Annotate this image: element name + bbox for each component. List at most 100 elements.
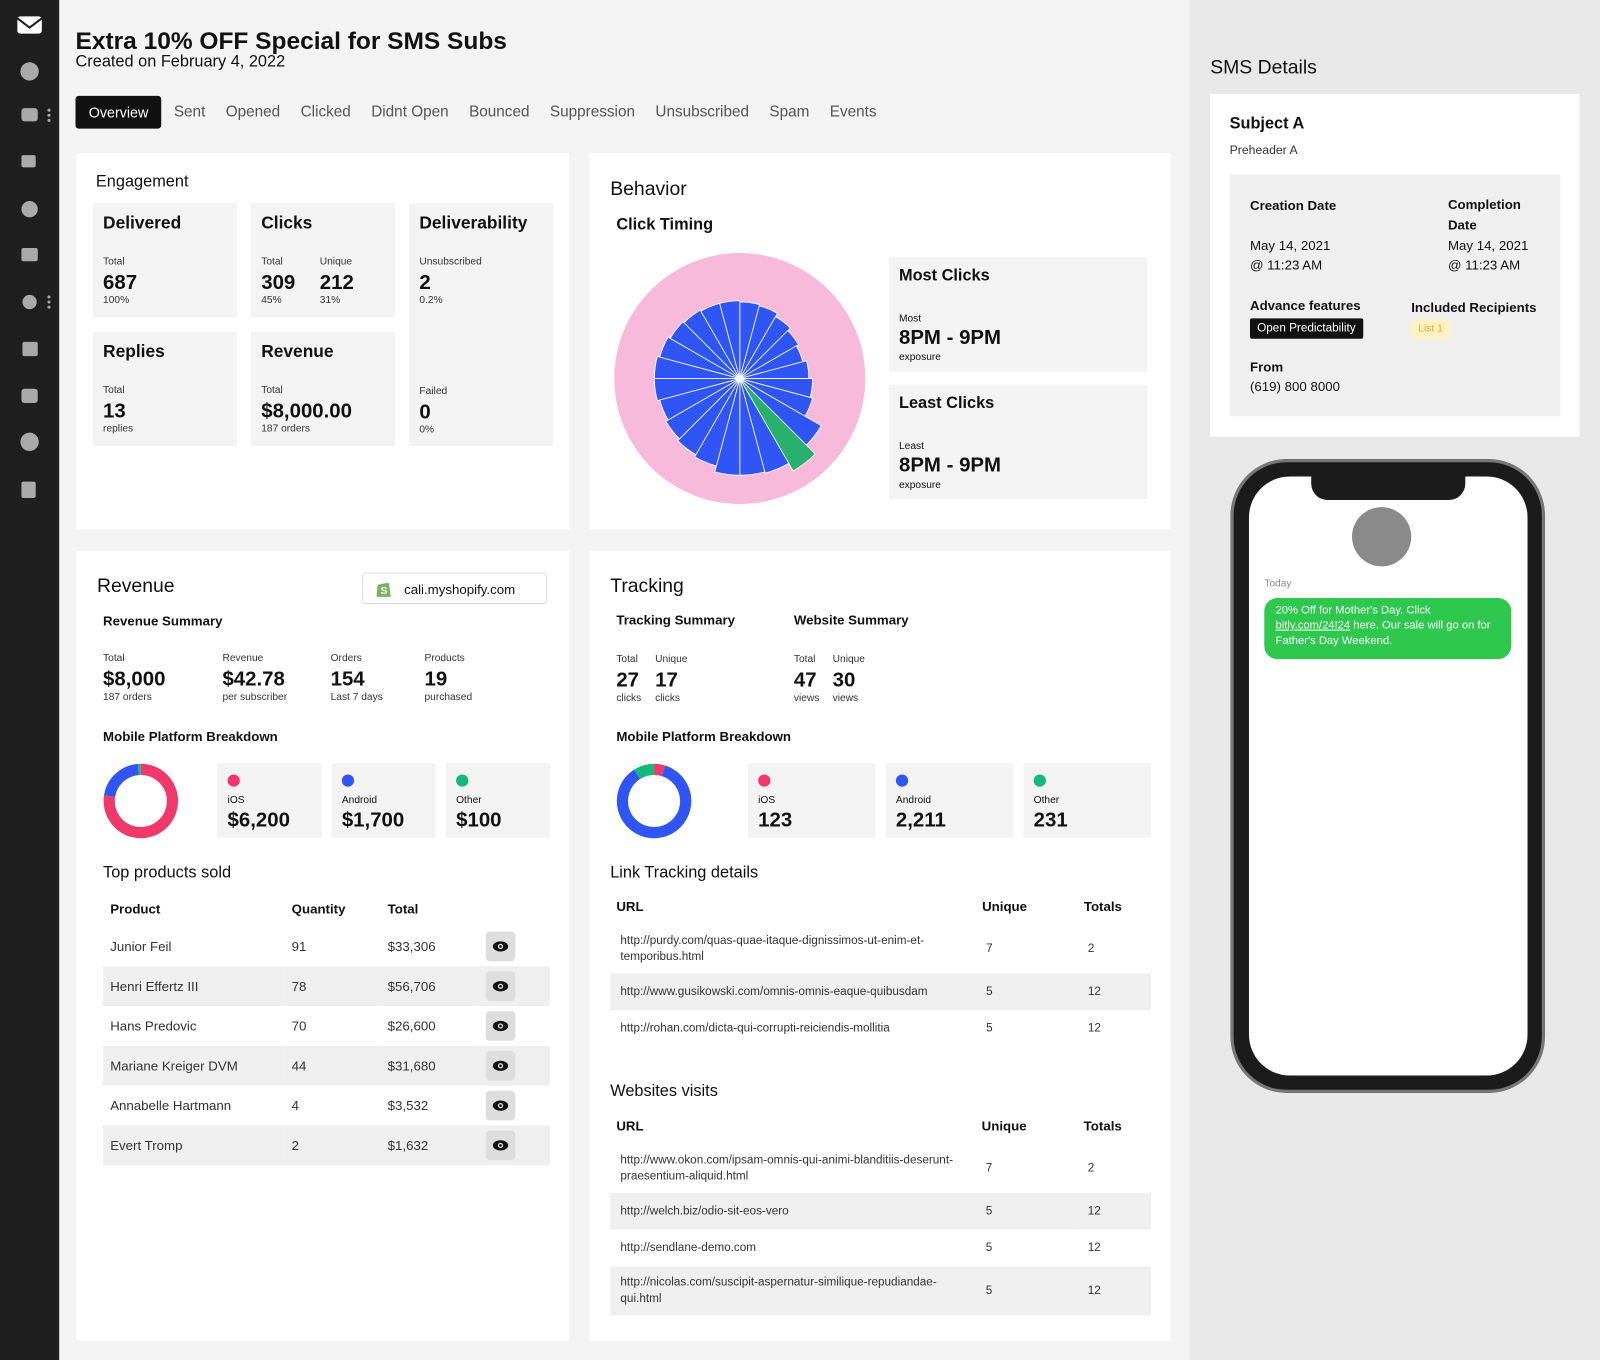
store-badge[interactable]: S cali.myshopify.com: [362, 572, 547, 605]
donut-segment: [653, 763, 666, 777]
stat-label: Unique: [319, 256, 353, 268]
table-row: http://purdy.com/quas-quae-itaque-dignis…: [610, 924, 1151, 973]
stat: Total 309 45%: [261, 256, 295, 306]
tab[interactable]: Clicked: [300, 103, 351, 121]
behavior-panel: Behavior Click Timing Most Clicks Most 8PM…: [589, 153, 1171, 530]
info-value: May 14, 2021: [1447, 237, 1529, 254]
subsection-title: Revenue Summary: [103, 613, 223, 629]
column-header: Quantity: [291, 900, 346, 916]
info-label: From: [1249, 359, 1284, 375]
column-header: URL: [616, 1117, 644, 1134]
page-subtitle: Created on February 4, 2022: [75, 53, 286, 71]
summary-group: Tracking Summary Total 27 clicks Unique 17 cli…: [616, 612, 735, 704]
info-label: Creation Date: [1249, 197, 1337, 214]
tab[interactable]: Bounced: [469, 103, 530, 121]
tab[interactable]: Spam: [769, 103, 810, 121]
legend-dot: [758, 774, 771, 787]
polar-wedge: [719, 300, 741, 379]
info-value: (619) 800 8000: [1249, 378, 1340, 394]
subject: Subject A: [1229, 115, 1305, 133]
metric-card: Clicks Total 309 45% Unique 212 31%: [251, 203, 395, 318]
section-title: Behavior: [610, 178, 687, 200]
tab[interactable]: Opened: [225, 103, 281, 121]
tab[interactable]: Sent: [173, 103, 206, 121]
stat: Total $8,000.00 187 orders: [261, 385, 352, 435]
message-link[interactable]: bitly.com/24!24: [1275, 619, 1351, 632]
table-cell: 12: [1077, 1266, 1152, 1316]
data-table: URL Unique Totals http://www.okon.com/ipsam…: [610, 1107, 1152, 1316]
table-cell: 4: [291, 1097, 300, 1114]
table-cell-action: [478, 1045, 550, 1086]
table-row: Mariane Kreiger DVM 44 $31,680: [103, 1045, 550, 1086]
table-cell-action: [478, 927, 550, 967]
table-cell: Annabelle Hartmann: [110, 1097, 232, 1114]
stat-value: 13: [103, 399, 126, 423]
tab[interactable]: Suppression: [549, 103, 635, 121]
sms-card: Subject A Preheader A Creation Date May …: [1210, 93, 1580, 437]
stat: Total 27 clicks: [616, 654, 645, 704]
table-header: URL Unique Totals: [610, 888, 1151, 925]
card-stats: Unsubscribed 2 0.2% Failed 0 0%: [419, 256, 481, 436]
table-cell: 70: [291, 1018, 307, 1034]
tab[interactable]: Didnt Open: [371, 103, 449, 121]
table-row: http://welch.biz/odio-sit-eos-vero 5 12: [610, 1192, 1152, 1230]
table-row: http://www.gusikowski.com/omnis-omnis-ea…: [610, 973, 1152, 1011]
stat: Unsubscribed 2 0.2%: [419, 256, 481, 306]
tab-bar: Overview Sent Opened Clicked Didnt Open Bounc…: [75, 95, 887, 129]
platform-card: Other 231: [1023, 763, 1152, 838]
platform-name: Android: [341, 794, 378, 807]
stat-label: Orders: [330, 653, 362, 665]
timing-note: exposure: [898, 352, 941, 364]
view-button[interactable]: [485, 1090, 516, 1121]
stat-value: 17: [655, 669, 678, 692]
stat: Products 19 purchased: [424, 653, 472, 703]
stat: Orders 154 Last 7 days: [331, 653, 425, 703]
table-cell: http://purdy.com/quas-quae-itaque-dignis…: [620, 934, 925, 964]
polar-wedge: [739, 330, 800, 379]
tab[interactable]: Overview: [75, 95, 162, 129]
view-button[interactable]: [485, 1130, 516, 1161]
table-cell: Henri Effertz III: [103, 966, 285, 1007]
stat-label: Failed: [419, 385, 448, 397]
table-cell: 91: [291, 938, 307, 955]
column-header-empty: [478, 890, 550, 927]
table-cell: 2: [1087, 942, 1095, 956]
view-button[interactable]: [485, 1051, 516, 1081]
view-button[interactable]: [485, 931, 516, 962]
table-cell: 5: [975, 1266, 1078, 1316]
table-row: http://sendlane-demo.com 5 12: [610, 1230, 1151, 1267]
stat: Total 13 replies: [103, 385, 133, 435]
timing-card: Most Clicks Most 8PM - 9PM exposure: [888, 257, 1147, 372]
sidebar-icons: [16, 16, 51, 498]
card-title: Revenue: [261, 341, 334, 362]
card-stats: Total $8,000.00 187 orders: [261, 385, 352, 435]
polar-wedge: [694, 378, 741, 467]
view-button[interactable]: [485, 971, 516, 1002]
polar-wedge: [739, 378, 790, 474]
card-title: Deliverability: [419, 213, 528, 233]
chart-title: Click Timing: [616, 216, 714, 234]
subsection-title: Mobile Platform Breakdown: [616, 728, 792, 744]
table-cell: http://nicolas.com/suscipit-aspernatur-s…: [610, 1266, 976, 1316]
donut-segment: [616, 765, 692, 839]
stat-value: 0: [419, 401, 431, 424]
table-row: http://www.okon.com/ipsam-omnis-qui-anim…: [610, 1144, 1151, 1193]
tab[interactable]: Events: [829, 103, 877, 121]
platform-name: iOS: [758, 794, 776, 807]
legend-dot: [456, 774, 469, 787]
message-text: 20% Off for Mother's Day. Click: [1275, 604, 1431, 617]
tab[interactable]: Unsubscribed: [655, 103, 749, 121]
subsection-title: Websites visits: [610, 1082, 718, 1100]
stat-value: $8,000.00: [261, 399, 353, 423]
stat: Total 687 100%: [103, 256, 137, 306]
view-button[interactable]: [485, 1011, 516, 1041]
sidebar: [0, 0, 60, 1360]
tracking-panel: Tracking Mobile Platform Breakdown Link …: [589, 551, 1171, 1341]
info-label: Advance features: [1249, 297, 1361, 314]
message-text: here. Our sale will go on for Father's D…: [1275, 619, 1491, 647]
stat: Unique 212 31%: [320, 256, 354, 306]
stat-value: 2: [419, 271, 431, 294]
table-cell: $33,306: [387, 938, 436, 955]
stat-label: Products: [424, 653, 465, 665]
stat-value: 19: [424, 668, 448, 691]
